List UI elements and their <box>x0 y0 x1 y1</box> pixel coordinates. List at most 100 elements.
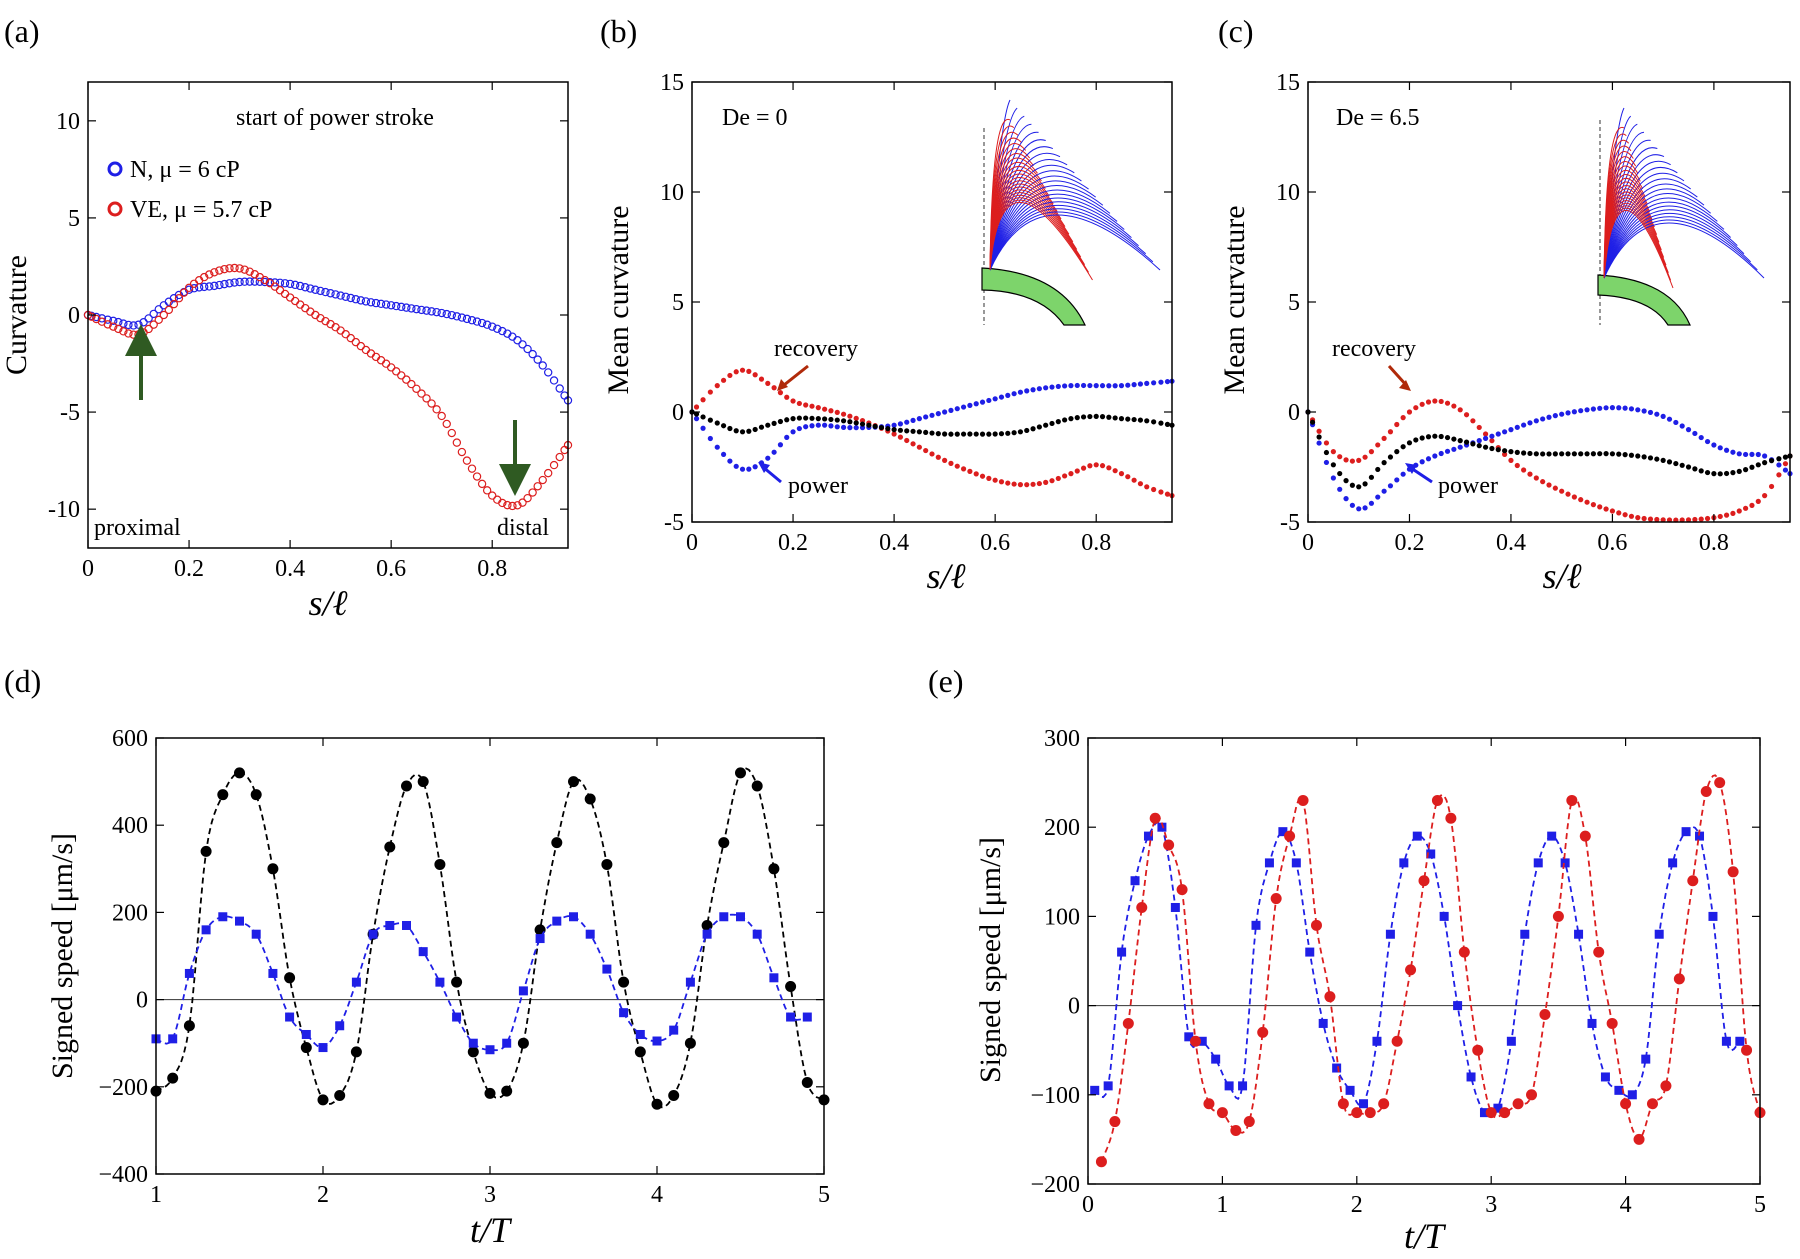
curve-point-n <box>235 277 244 287</box>
curve-point-mean <box>746 428 752 434</box>
curve-point-mean <box>1628 452 1635 458</box>
y-tick-label: 0 <box>1068 994 1080 1020</box>
data-point-square <box>1264 858 1274 868</box>
curve-point-mean <box>1099 414 1106 420</box>
panel-letter-a: (a) <box>4 13 40 49</box>
curve-point-power <box>1106 383 1112 389</box>
data-point-circle <box>1539 1009 1551 1021</box>
curve-point-power <box>765 455 771 461</box>
panel-b-inset <box>981 99 1161 326</box>
curve-point-mean <box>803 415 809 421</box>
curve-point-recovery <box>1432 398 1438 404</box>
curve-point-n <box>427 307 436 316</box>
curve-point-recovery <box>1762 493 1768 499</box>
data-point-circle <box>1243 1116 1255 1128</box>
curve-point-mean <box>1533 451 1539 457</box>
x-tick-label: 0 <box>82 556 94 582</box>
curve-point-recovery <box>1482 431 1489 437</box>
x-tick-label: 4 <box>651 1182 663 1208</box>
curve-point-power <box>960 404 967 410</box>
curve-point-n <box>523 344 532 354</box>
curve-point-power <box>1093 383 1099 389</box>
curve-point-ve <box>467 464 477 473</box>
curve-point-recovery <box>1381 435 1387 441</box>
curve-point-mean <box>727 425 733 432</box>
panel-b-ylabel: Mean curvature <box>602 205 635 394</box>
curve-point-recovery <box>727 372 733 379</box>
y-tick-label: 600 <box>112 726 148 752</box>
curve-point-power <box>1144 380 1150 386</box>
curve-point-recovery <box>828 408 834 414</box>
data-point-circle <box>350 1046 362 1058</box>
curve-point-recovery <box>1017 482 1024 488</box>
data-point-square <box>685 977 695 987</box>
data-point-circle <box>1714 777 1726 789</box>
curve-point-power <box>1565 410 1571 416</box>
data-point-circle <box>1095 1156 1107 1168</box>
curve-point-recovery <box>752 372 758 378</box>
curve-point-recovery <box>815 405 821 411</box>
curve-point-ve <box>442 419 451 429</box>
curve-point-power <box>1717 445 1723 451</box>
curve-point-power <box>1125 382 1131 388</box>
x-tick-label: 3 <box>1485 1192 1497 1218</box>
curve-point-mean <box>979 431 986 437</box>
curve-point-mean <box>885 426 891 432</box>
inset-beat-power <box>1603 216 1752 279</box>
inset-beat-recovery <box>1603 209 1674 289</box>
curve-point-n <box>538 361 547 370</box>
data-point-square <box>635 1029 645 1039</box>
data-point-square <box>1197 1036 1207 1046</box>
data-point-circle <box>1284 830 1296 842</box>
curve-point-n <box>402 303 411 312</box>
data-point-circle <box>1378 1098 1390 1110</box>
curve-point-recovery <box>733 369 739 375</box>
curve-point-ve <box>240 265 249 274</box>
curve-point-mean <box>960 431 967 437</box>
label-proximal: proximal <box>94 515 181 541</box>
curve-point-recovery <box>1546 482 1552 488</box>
data-point-circle <box>1176 884 1188 896</box>
curve-point-ve <box>407 379 416 389</box>
data-point-square <box>1614 1085 1624 1095</box>
data-point-square <box>1399 858 1409 868</box>
curve-point-ve <box>280 289 290 299</box>
curve-point-power <box>948 407 954 413</box>
curve-point-recovery <box>1036 480 1042 487</box>
curve-point-power <box>929 412 935 418</box>
curve-point-n <box>149 309 158 319</box>
x-tick-label: 4 <box>1620 1192 1632 1218</box>
curve-point-power <box>1043 385 1049 391</box>
curve-point-ve <box>174 294 184 303</box>
data-point-circle <box>1149 812 1161 824</box>
curve-point-ve <box>275 286 285 295</box>
panel-letter-e: (e) <box>928 663 964 699</box>
data-point-circle <box>451 976 463 988</box>
curve-point-power <box>809 423 815 429</box>
curve-point-mean <box>1736 468 1742 474</box>
curve-point-n <box>205 282 214 291</box>
curve-point-recovery <box>904 437 910 444</box>
inset-beat-power <box>989 164 1075 271</box>
curve-point-power <box>1375 494 1381 500</box>
curve-point-power <box>1080 382 1087 389</box>
data-point-square <box>1520 929 1530 939</box>
data-point-square <box>518 986 528 996</box>
curve-point-power <box>1692 430 1698 437</box>
data-point-circle <box>434 858 446 870</box>
curve-point-mean <box>1552 451 1558 457</box>
panel-b-recovery-arrowhead-icon <box>777 379 788 391</box>
legend-label-ve: VE, μ = 5.7 cP <box>130 197 272 223</box>
curve-point-recovery <box>1584 499 1590 505</box>
curve-point-power <box>1489 433 1495 439</box>
curve-point-power <box>847 425 853 431</box>
x-tick-label: 0 <box>686 530 698 556</box>
data-point-square <box>552 916 562 926</box>
panel-a-title: start of power stroke <box>236 105 434 131</box>
panel-c-power-label: power <box>1438 473 1498 499</box>
x-tick-label: 5 <box>1754 1192 1766 1218</box>
data-point-square <box>1695 831 1705 841</box>
inset-beat-power <box>1603 205 1732 279</box>
curve-point-recovery <box>1005 480 1011 486</box>
curve-point-ve <box>498 498 507 508</box>
